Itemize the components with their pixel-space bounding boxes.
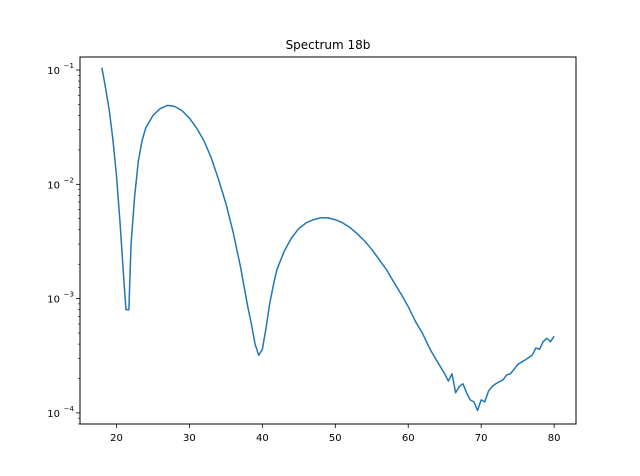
x-tick-label: 70 bbox=[475, 433, 488, 444]
chart-title: Spectrum 18b bbox=[286, 38, 371, 52]
y-axis-ticks: 10 −4 10 −3 10 −2 10 −1 bbox=[47, 62, 80, 425]
x-tick-label: 30 bbox=[183, 433, 196, 444]
x-tick-label: 60 bbox=[402, 433, 415, 444]
y-tick-label: 10 bbox=[47, 180, 60, 191]
plot-frame bbox=[79, 56, 577, 425]
series-layer bbox=[101, 67, 555, 412]
x-tick-label: 20 bbox=[110, 433, 123, 444]
x-axis-ticks: 20 30 40 50 60 70 80 bbox=[110, 424, 560, 444]
x-tick-label: 80 bbox=[548, 433, 561, 444]
y-tick-label: 10 bbox=[47, 409, 60, 420]
y-tick-label: 10 bbox=[47, 295, 60, 306]
plot-area bbox=[80, 57, 576, 424]
series-line-0 bbox=[101, 67, 555, 412]
y-tick-exponent: −4 bbox=[64, 405, 75, 413]
y-tick-exponent: −3 bbox=[64, 291, 74, 299]
x-tick-label: 50 bbox=[329, 433, 342, 444]
y-tick-exponent: −2 bbox=[64, 176, 74, 184]
y-tick-exponent: −1 bbox=[64, 62, 74, 70]
y-tick-label: 10 bbox=[47, 66, 60, 77]
x-tick-label: 40 bbox=[256, 433, 269, 444]
